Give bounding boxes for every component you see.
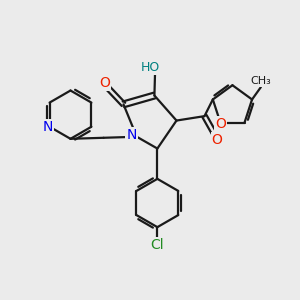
Text: O: O [212,133,223,147]
Text: N: N [43,120,53,134]
Text: O: O [215,117,226,131]
Text: N: N [126,128,136,142]
Text: O: O [99,76,110,90]
Text: Cl: Cl [151,238,164,252]
Text: CH₃: CH₃ [250,76,271,86]
Text: HO: HO [141,61,160,74]
